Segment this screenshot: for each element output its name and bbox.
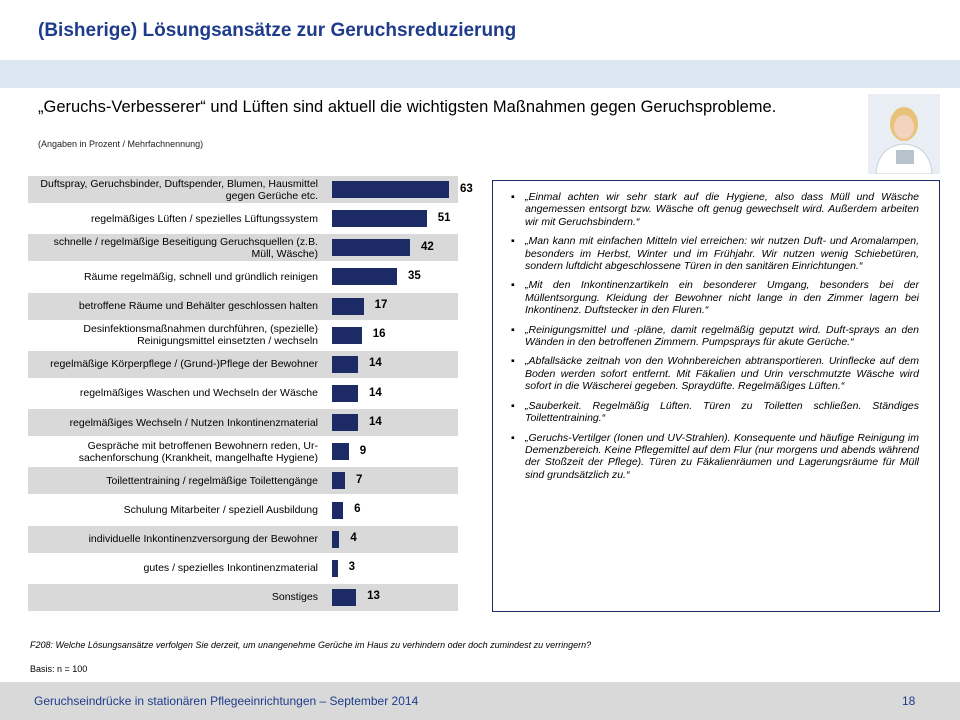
quote: „Abfallsäcke zeitnah von den Wohnbereich… bbox=[511, 355, 919, 392]
bar bbox=[332, 210, 427, 228]
value-label: 51 bbox=[437, 211, 451, 224]
bar bbox=[332, 501, 344, 519]
bar bbox=[332, 443, 349, 461]
bar bbox=[332, 297, 364, 315]
category-label: betroffene Räume und Behälter geschlosse… bbox=[78, 300, 318, 313]
row-background bbox=[28, 350, 458, 378]
category-label: regelmäßiges Waschen und Wechseln der Wä… bbox=[79, 387, 318, 400]
quote: „Geruchs-Vertilger (Ionen und UV-Strahle… bbox=[511, 432, 919, 482]
footer-text: Geruchseindrücke in stationären Pflegeei… bbox=[34, 694, 419, 708]
bar bbox=[332, 530, 340, 548]
bar bbox=[332, 472, 345, 490]
category-label: Sonstiges bbox=[271, 591, 318, 604]
headline: „Geruchs-Verbesserer“ und Lüften sind ak… bbox=[38, 98, 777, 116]
category-label: regelmäßiges Wechseln / Nutzen Inkontine… bbox=[69, 416, 318, 429]
quote: „Einmal achten wir sehr stark auf die Hy… bbox=[511, 191, 919, 228]
bar bbox=[332, 559, 338, 577]
basis: Basis: n = 100 bbox=[30, 664, 88, 674]
note: (Angaben in Prozent / Mehrfachnennung) bbox=[38, 139, 204, 149]
category-label: Toilettentraining / regelmäßige Toilette… bbox=[106, 474, 318, 487]
header-band bbox=[0, 60, 960, 88]
value-label: 6 bbox=[354, 503, 361, 516]
bar bbox=[332, 414, 358, 432]
bar bbox=[332, 326, 362, 344]
value-label: 63 bbox=[460, 182, 473, 195]
value-label: 14 bbox=[369, 415, 382, 428]
question: F208: Welche Lösungsansätze verfolgen Si… bbox=[30, 640, 592, 650]
category-label: Räume regelmäßig, schnell und gründlich … bbox=[83, 270, 318, 283]
category-label: regelmäßige Körperpflege / (Grund-)Pfleg… bbox=[50, 358, 318, 371]
bar bbox=[332, 588, 357, 606]
value-label: 14 bbox=[369, 357, 382, 370]
category-label: Duftspray, Geruchsbinder, Duftspender, B… bbox=[40, 177, 318, 202]
category-label: gutes / spezielles Inkontinenzmaterial bbox=[143, 562, 318, 575]
value-label: 35 bbox=[408, 269, 421, 282]
value-label: 17 bbox=[374, 299, 388, 312]
footer-band bbox=[0, 682, 960, 720]
row-background bbox=[28, 467, 458, 495]
quote: „Reinigungsmittel und -pläne, damit rege… bbox=[511, 324, 919, 349]
value-label: 3 bbox=[348, 561, 355, 574]
category-label: individuelle Inkontinenzversorgung der B… bbox=[88, 533, 318, 546]
category-label: Desinfektionsmaßnahmen durchführen, (spe… bbox=[83, 323, 318, 348]
value-label: 4 bbox=[350, 532, 357, 545]
bar bbox=[332, 239, 410, 257]
category-label: schnelle / regelmäßige Beseitigung Geruc… bbox=[53, 235, 318, 260]
value-label: 9 bbox=[359, 444, 367, 457]
bar bbox=[332, 385, 358, 402]
quote: „Man kann mit einfachen Mitteln viel err… bbox=[511, 235, 919, 272]
value-label: 14 bbox=[369, 386, 382, 399]
category-label: Gespräche mit betroffenen Bewohnern rede… bbox=[78, 439, 318, 464]
quote-list: „Einmal achten wir sehr stark auf die Hy… bbox=[507, 191, 919, 481]
bar bbox=[332, 355, 358, 373]
bar bbox=[332, 268, 397, 286]
value-label: 42 bbox=[421, 240, 434, 253]
quote-box: „Einmal achten wir sehr stark auf die Hy… bbox=[492, 180, 940, 612]
category-label: regelmäßiges Lüften / spezielles Lüftung… bbox=[90, 212, 318, 225]
photo bbox=[868, 94, 940, 174]
row-background bbox=[28, 525, 458, 553]
row-background bbox=[28, 583, 458, 611]
title: (Bisherige) Lösungsansätze zur Geruchsre… bbox=[38, 20, 517, 41]
value-label: 7 bbox=[356, 473, 363, 486]
row-background bbox=[28, 292, 458, 320]
quote: „Sauberkeit. Regelmäßig Lüften. Türen zu… bbox=[511, 400, 919, 425]
value-label: 13 bbox=[367, 590, 380, 603]
bar bbox=[332, 181, 449, 199]
row-background bbox=[28, 409, 458, 437]
quote: „Mit den Inkontinenzartikeln ein besonde… bbox=[511, 279, 919, 316]
value-label: 16 bbox=[372, 328, 386, 341]
category-label: Schulung Mitarbeiter / speziell Ausbildu… bbox=[123, 504, 318, 517]
page-number: 18 bbox=[902, 694, 916, 708]
